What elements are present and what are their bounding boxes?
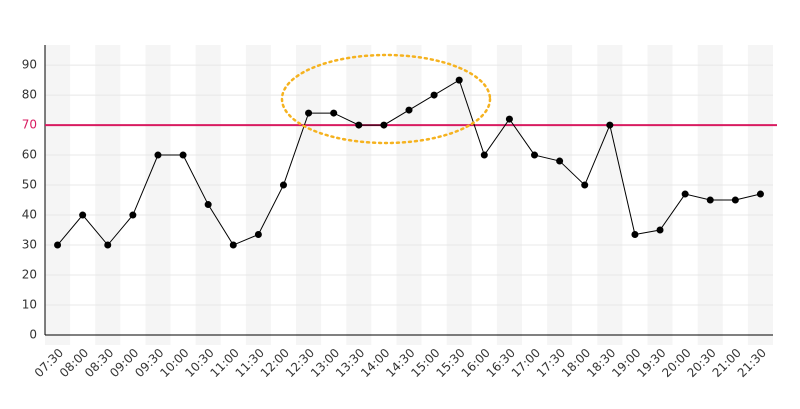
- point: [279, 181, 287, 189]
- point: [204, 201, 212, 209]
- point: [104, 241, 112, 249]
- point: [405, 106, 413, 114]
- band: [245, 45, 271, 345]
- point: [330, 109, 338, 117]
- point: [681, 190, 689, 198]
- y-tick-label: 90: [22, 58, 37, 72]
- band: [296, 45, 322, 345]
- y-tick-label: 20: [22, 268, 37, 282]
- band: [496, 45, 522, 345]
- point: [531, 151, 539, 159]
- point: [179, 151, 187, 159]
- point: [631, 231, 639, 239]
- point: [129, 211, 137, 219]
- band: [697, 45, 723, 345]
- point: [581, 181, 589, 189]
- point: [355, 121, 363, 129]
- point: [556, 157, 564, 165]
- band: [597, 45, 623, 345]
- y-tick-label: 0: [29, 328, 37, 342]
- point: [254, 231, 262, 239]
- band: [647, 45, 673, 345]
- point: [706, 196, 714, 204]
- point: [229, 241, 237, 249]
- band: [396, 45, 422, 345]
- band: [45, 45, 71, 345]
- point: [480, 151, 488, 159]
- band: [547, 45, 573, 345]
- band: [346, 45, 372, 345]
- point: [731, 196, 739, 204]
- point: [455, 76, 463, 84]
- x-tick-label: 21:30: [735, 346, 769, 380]
- point: [305, 109, 313, 117]
- highlight-ellipse: [280, 53, 492, 145]
- point: [756, 190, 764, 198]
- band: [95, 45, 121, 345]
- point: [656, 226, 664, 234]
- point: [154, 151, 162, 159]
- y-tick-label: 50: [22, 178, 37, 192]
- band: [195, 45, 221, 345]
- y-tick-label: 30: [22, 238, 37, 252]
- y-tick-label: 10: [22, 298, 37, 312]
- point: [54, 241, 62, 249]
- band: [145, 45, 171, 345]
- point: [505, 115, 513, 123]
- point: [606, 121, 614, 129]
- y-tick-label: 60: [22, 148, 37, 162]
- band: [446, 45, 472, 345]
- point: [79, 211, 87, 219]
- point: [380, 121, 388, 129]
- y-tick-label: 40: [22, 208, 37, 222]
- y-tick-label: 80: [22, 88, 37, 102]
- point: [430, 91, 438, 99]
- y-tick-label: 70: [22, 118, 37, 132]
